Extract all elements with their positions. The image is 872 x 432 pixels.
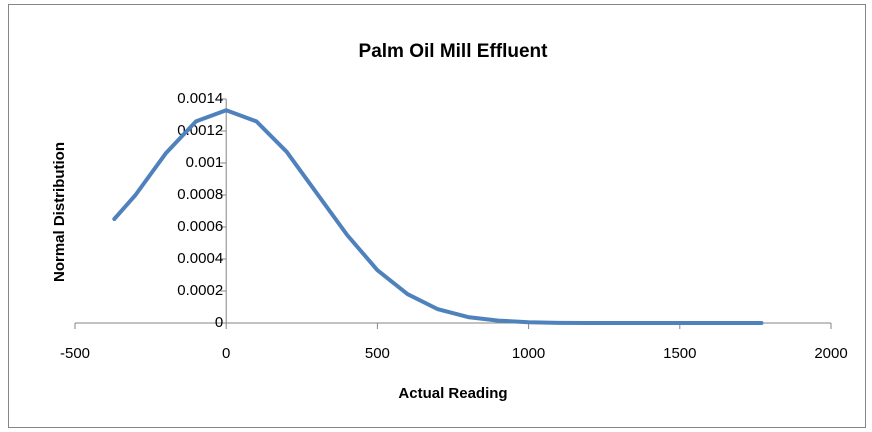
y-axis-label: Normal Distribution <box>51 142 68 282</box>
y-tick-label: 0.0008 <box>177 186 223 203</box>
x-tick-label: 500 <box>365 345 390 362</box>
y-tick-label: 0.001 <box>186 154 224 171</box>
chart-border <box>8 4 866 428</box>
x-tick-label: 1500 <box>663 345 696 362</box>
y-tick-label: 0.0006 <box>177 218 223 235</box>
y-tick-label: 0.0014 <box>177 90 223 107</box>
y-tick-label: 0.0004 <box>177 250 223 267</box>
x-tick-label: 2000 <box>814 345 847 362</box>
chart-title: Palm Oil Mill Effluent <box>359 41 549 62</box>
x-tick-label: 0 <box>222 345 230 362</box>
y-tick-label: 0 <box>215 314 223 331</box>
x-axis-label: Actual Reading <box>398 385 507 402</box>
y-tick-label: 0.0002 <box>177 282 223 299</box>
line-series <box>112 108 764 325</box>
x-tick-label: -500 <box>60 345 90 362</box>
x-tick-label: 1000 <box>512 345 545 362</box>
